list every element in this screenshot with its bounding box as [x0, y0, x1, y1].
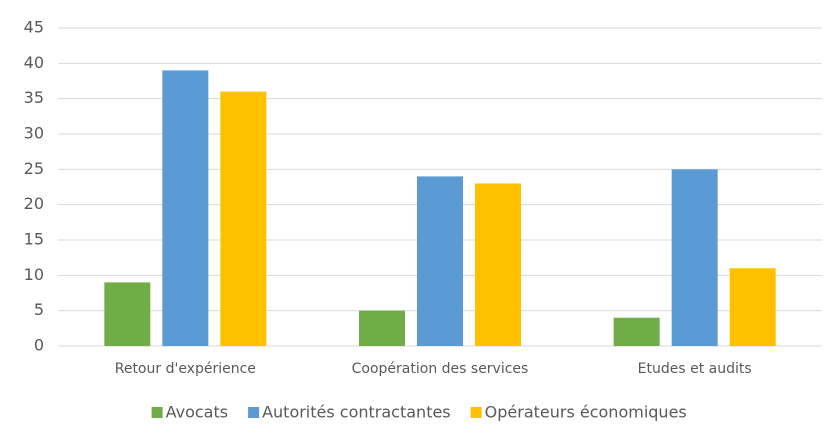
legend-swatch [151, 407, 163, 418]
bar [162, 70, 209, 347]
y-tick-label: 30 [24, 124, 44, 143]
y-tick-label: 20 [24, 194, 44, 213]
y-tick-label: 35 [24, 88, 44, 107]
y-tick-label: 10 [24, 265, 44, 284]
bar [613, 317, 660, 346]
y-tick-label: 0 [34, 336, 44, 355]
x-tick-label: Etudes et audits [638, 361, 752, 377]
bar [104, 282, 151, 346]
bar [417, 176, 463, 346]
y-tick-label: 15 [24, 230, 44, 249]
legend-label: Opérateurs économiques [485, 403, 687, 422]
bar [475, 183, 521, 346]
bar [359, 310, 405, 346]
x-tick-label: Coopération des services [352, 361, 529, 377]
legend-label: Avocats [166, 403, 228, 422]
y-tick-label: 5 [34, 300, 44, 319]
legend-swatch [470, 407, 482, 418]
legend-swatch [248, 407, 260, 418]
legend-label: Autorités contractantes [262, 403, 451, 422]
y-tick-label: 45 [24, 18, 44, 37]
bar [729, 268, 776, 346]
y-tick-label: 25 [24, 159, 44, 178]
y-tick-label: 40 [24, 53, 44, 72]
bar [220, 91, 267, 346]
x-tick-label: Retour d'expérience [115, 361, 256, 377]
bar [671, 169, 718, 346]
